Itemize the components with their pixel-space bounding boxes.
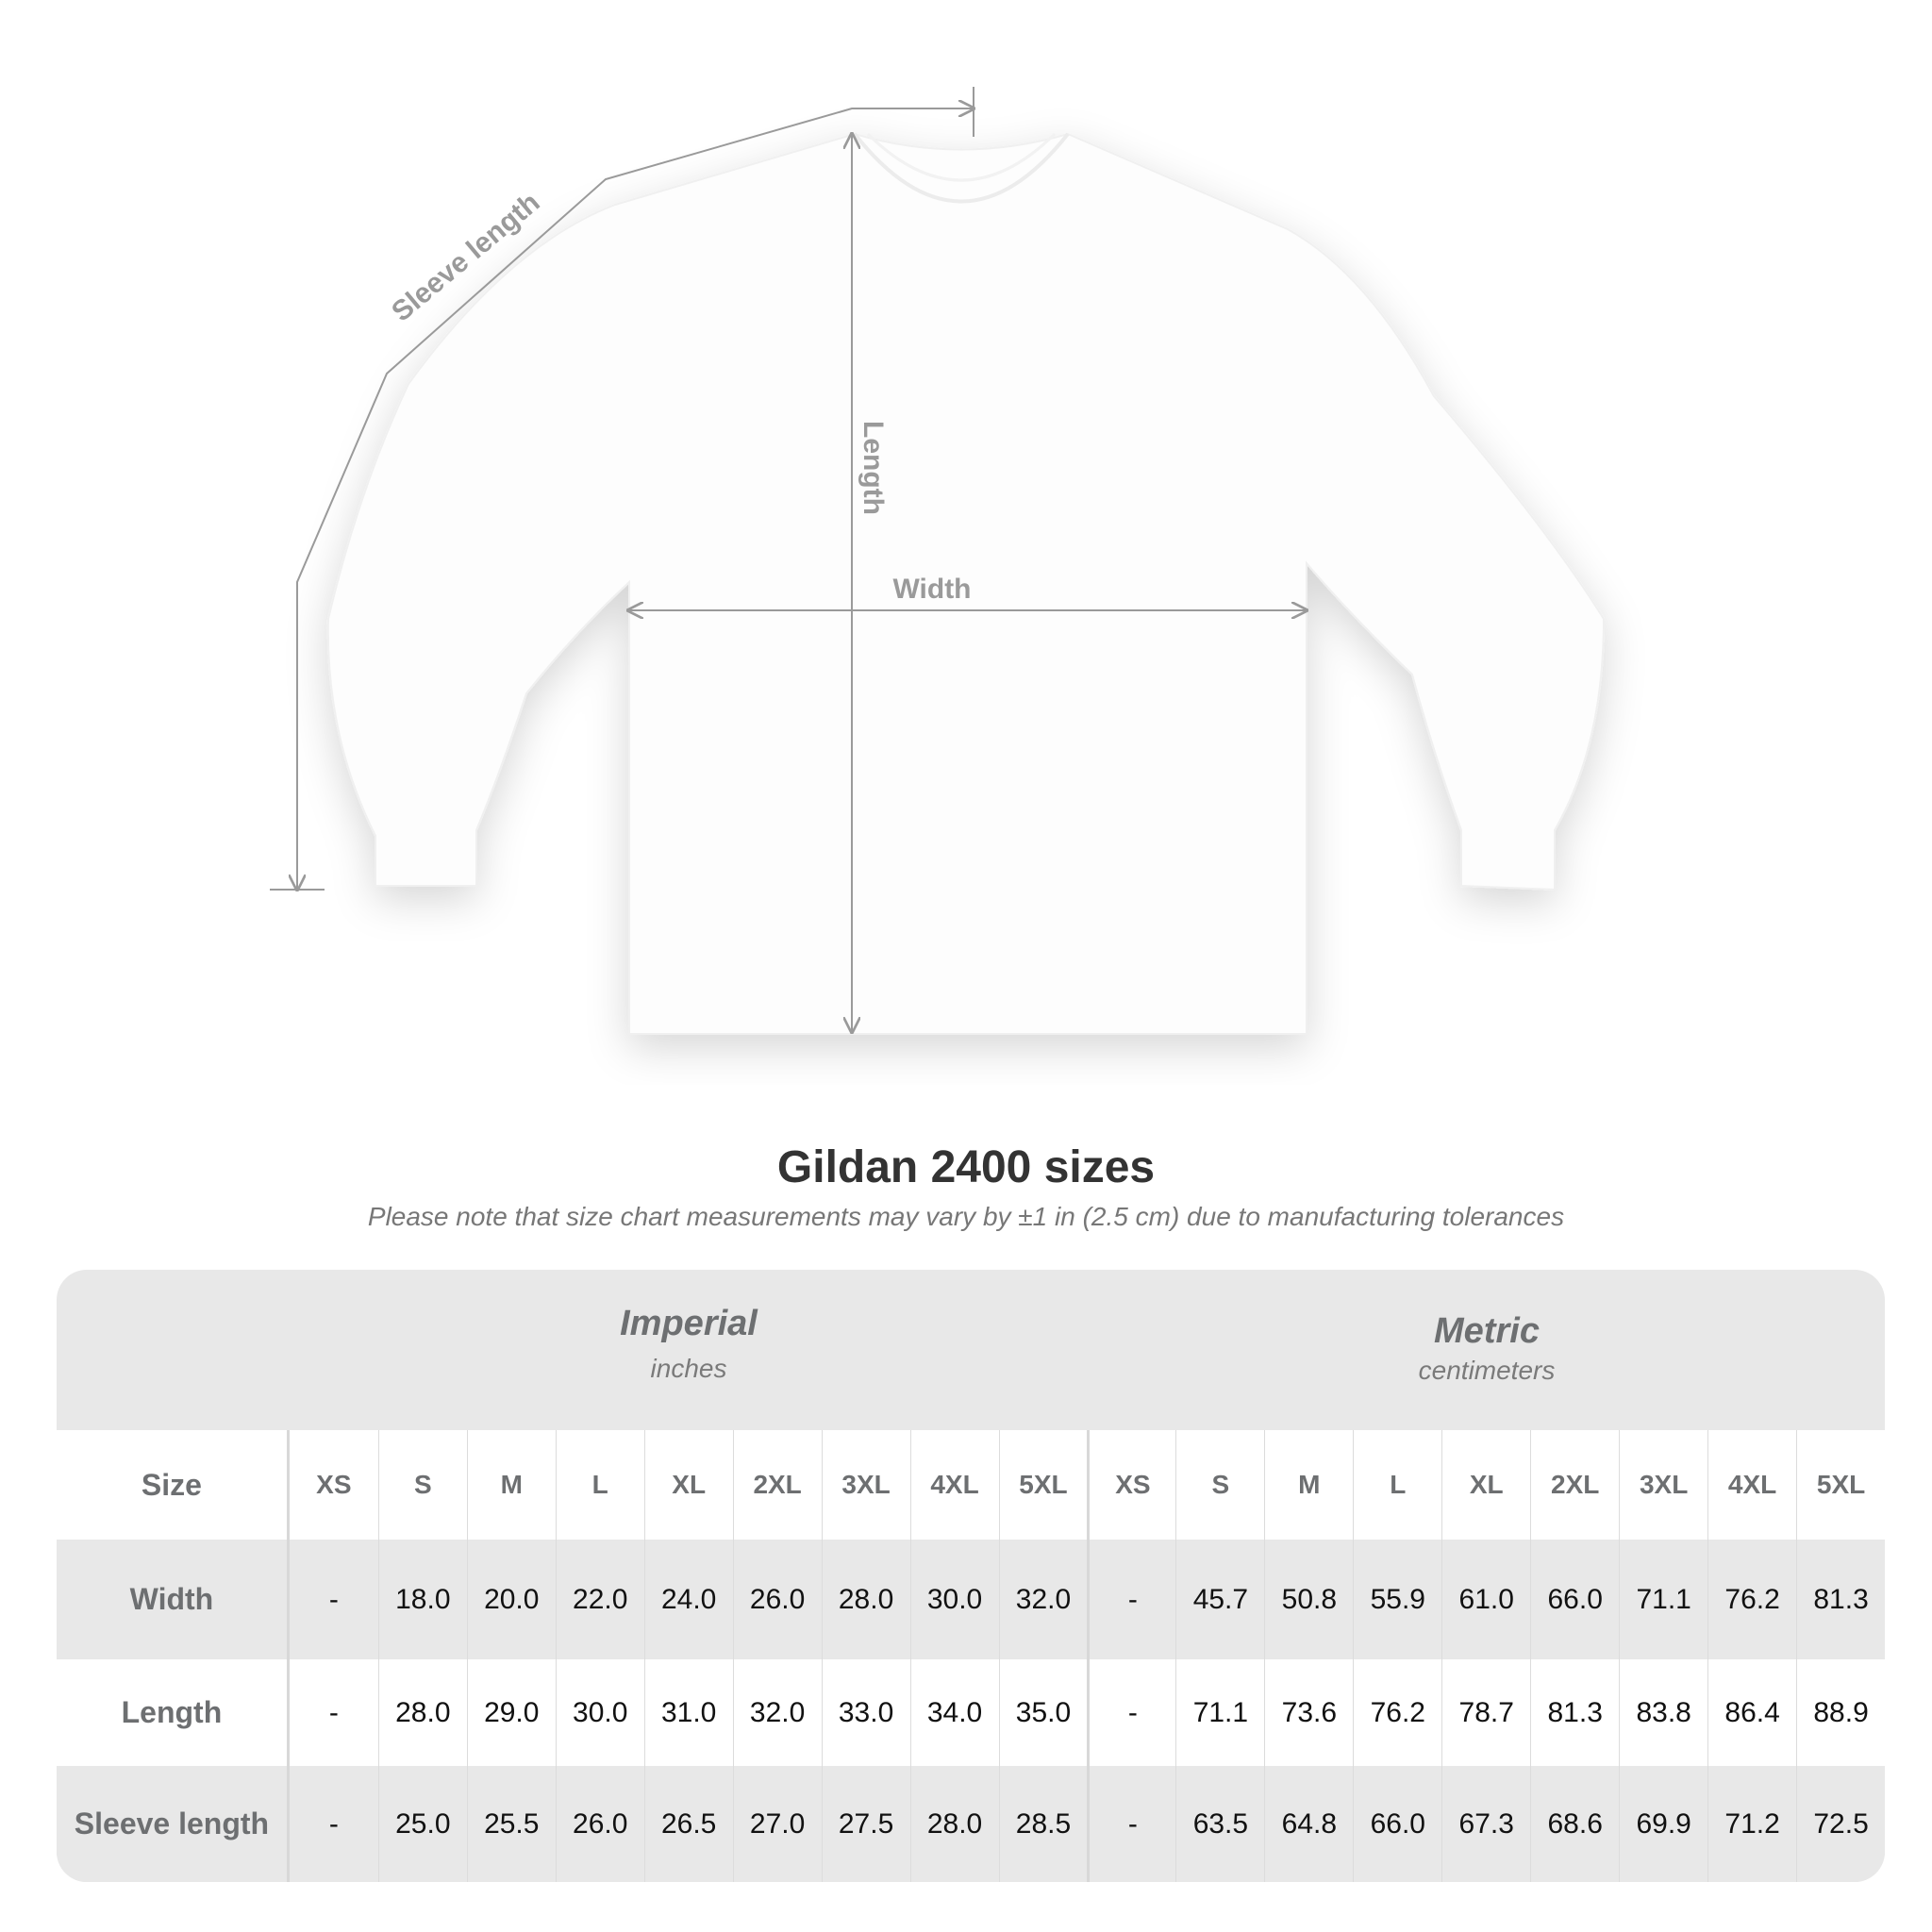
value-cell-metric: 71.1 xyxy=(1619,1540,1707,1659)
value-cell-metric: 81.3 xyxy=(1530,1659,1619,1766)
metric-header: Metric centimeters xyxy=(1088,1270,1885,1472)
table-row-width: Width -18.0 20.0 22.0 24.0 26.0 28.0 30.0 32.0-4… xyxy=(57,1540,1885,1659)
value-cell-metric: 72.5 xyxy=(1796,1766,1885,1882)
value-cell-imperial: 32.0 xyxy=(998,1540,1088,1659)
value-cell-metric: - xyxy=(1087,1540,1175,1659)
size-header-imperial: S xyxy=(377,1430,467,1540)
value-cell-metric: 69.9 xyxy=(1619,1766,1707,1882)
value-cell-imperial: 32.0 xyxy=(732,1659,822,1766)
value-cell-imperial: 28.5 xyxy=(998,1766,1088,1882)
size-header-metric: M xyxy=(1264,1430,1353,1540)
size-header-imperial: M xyxy=(466,1430,556,1540)
value-cell-imperial: - xyxy=(328,1583,339,1615)
value-cell-imperial: 18.0 xyxy=(377,1540,467,1659)
size-header-metric: XL xyxy=(1441,1430,1530,1540)
value-cell-imperial: 34.0 xyxy=(909,1659,999,1766)
value-cell-imperial: 27.5 xyxy=(821,1766,910,1882)
value-cell-metric: 71.2 xyxy=(1707,1766,1796,1882)
length-label: Length xyxy=(858,421,889,515)
value-cell-imperial: 28.0 xyxy=(377,1659,467,1766)
value-cell-imperial: - xyxy=(328,1696,339,1728)
value-cell-metric: 66.0 xyxy=(1530,1540,1619,1659)
size-header-imperial: L xyxy=(555,1430,644,1540)
value-cell-metric: 73.6 xyxy=(1264,1659,1353,1766)
metric-title: Metric xyxy=(1434,1311,1540,1351)
value-cell-imperial: 25.5 xyxy=(466,1766,556,1882)
value-cell-metric: 55.9 xyxy=(1353,1540,1441,1659)
row-label: Length xyxy=(57,1659,290,1766)
shirt-diagram: Sleeve length Length Width xyxy=(270,87,1606,1035)
size-table: Imperial inches Metric centimeters Size X… xyxy=(57,1270,1885,1882)
row-label: Sleeve length xyxy=(57,1766,290,1882)
size-header-metric: L xyxy=(1353,1430,1441,1540)
value-cell-imperial: 31.0 xyxy=(643,1659,733,1766)
value-cell-imperial: 28.0 xyxy=(821,1540,910,1659)
value-cell-metric: 83.8 xyxy=(1619,1659,1707,1766)
value-cell-imperial: 25.0 xyxy=(377,1766,467,1882)
row-label: Size xyxy=(57,1430,290,1540)
value-cell-imperial: 26.0 xyxy=(732,1540,822,1659)
table-row-length: Length -28.0 29.0 30.0 31.0 32.0 33.0 34.0 35.0-… xyxy=(57,1659,1885,1766)
value-cell-metric: 64.8 xyxy=(1264,1766,1353,1882)
value-cell-imperial: 24.0 xyxy=(643,1540,733,1659)
value-cell-metric: 50.8 xyxy=(1264,1540,1353,1659)
value-cell-imperial: 33.0 xyxy=(821,1659,910,1766)
size-header-imperial: 2XL xyxy=(732,1430,822,1540)
value-cell-metric: 68.6 xyxy=(1530,1766,1619,1882)
size-header-imperial: XS xyxy=(316,1470,352,1499)
size-header-imperial: 5XL xyxy=(998,1430,1088,1540)
size-header-imperial: 3XL xyxy=(821,1430,910,1540)
imperial-unit: inches xyxy=(650,1354,727,1383)
value-cell-imperial: 29.0 xyxy=(466,1659,556,1766)
size-header-imperial: XL xyxy=(643,1430,733,1540)
value-cell-imperial: 26.5 xyxy=(643,1766,733,1882)
size-header-metric: 5XL xyxy=(1796,1430,1885,1540)
metric-unit: centimeters xyxy=(1418,1356,1556,1385)
value-cell-imperial: 30.0 xyxy=(555,1659,644,1766)
value-cell-metric: 45.7 xyxy=(1175,1540,1264,1659)
size-header-metric: S xyxy=(1175,1430,1264,1540)
imperial-header: Imperial inches xyxy=(290,1270,1088,1464)
value-cell-metric: 71.1 xyxy=(1175,1659,1264,1766)
value-cell-metric: 88.9 xyxy=(1796,1659,1885,1766)
value-cell-metric: 86.4 xyxy=(1707,1659,1796,1766)
sleeve-length-line xyxy=(297,108,974,890)
value-cell-metric: 63.5 xyxy=(1175,1766,1264,1882)
value-cell-imperial: 26.0 xyxy=(555,1766,644,1882)
width-label: Width xyxy=(892,574,971,605)
size-header-metric: 3XL xyxy=(1619,1430,1707,1540)
value-cell-metric: - xyxy=(1087,1766,1175,1882)
value-cell-metric: 78.7 xyxy=(1441,1659,1530,1766)
imperial-title: Imperial xyxy=(620,1304,758,1343)
size-header-imperial: 4XL xyxy=(909,1430,999,1540)
value-cell-metric: 61.0 xyxy=(1441,1540,1530,1659)
value-cell-imperial: 22.0 xyxy=(555,1540,644,1659)
table-row-sleeve-length: Sleeve length -25.0 25.5 26.0 26.5 27.0 27.5 28… xyxy=(57,1766,1885,1882)
size-header-metric: 2XL xyxy=(1530,1430,1619,1540)
size-header-row: Size XS S M L XL 2XL 3XL 4XL 5XL XS S M L XL 2XL 3XL 4XL 5… xyxy=(57,1430,1885,1540)
row-label: Width xyxy=(57,1540,290,1659)
size-header-metric: XS xyxy=(1087,1430,1175,1540)
size-header-metric: 4XL xyxy=(1707,1430,1796,1540)
value-cell-metric: 76.2 xyxy=(1353,1659,1441,1766)
value-cell-imperial: 30.0 xyxy=(909,1540,999,1659)
value-cell-imperial: 20.0 xyxy=(466,1540,556,1659)
value-cell-metric: 81.3 xyxy=(1796,1540,1885,1659)
tolerance-note: Please note that size chart measurements… xyxy=(367,1202,1565,1231)
value-cell-imperial: 35.0 xyxy=(998,1659,1088,1766)
value-cell-metric: - xyxy=(1087,1659,1175,1766)
value-cell-metric: 66.0 xyxy=(1353,1766,1441,1882)
value-cell-metric: 76.2 xyxy=(1707,1540,1796,1659)
value-cell-imperial: 28.0 xyxy=(909,1766,999,1882)
page-title: Gildan 2400 sizes xyxy=(776,1142,1156,1192)
value-cell-imperial: 27.0 xyxy=(732,1766,822,1882)
value-cell-metric: 67.3 xyxy=(1441,1766,1530,1882)
value-cell-imperial: - xyxy=(328,1807,339,1840)
